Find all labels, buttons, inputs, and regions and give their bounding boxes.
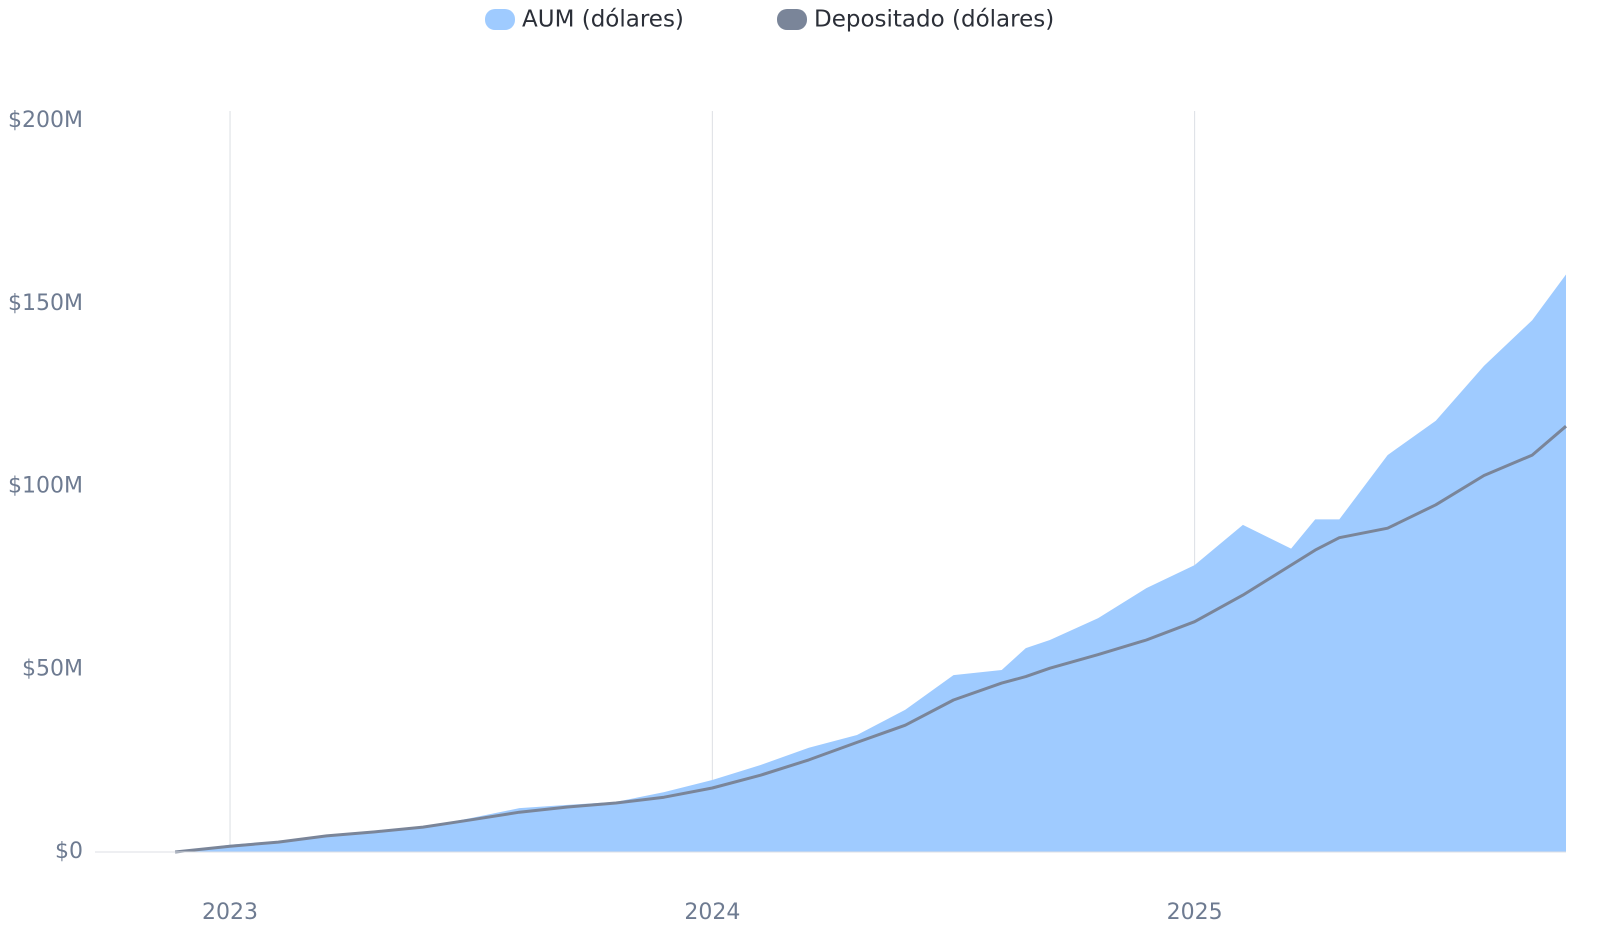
x-tick-label: 2025 [1167,900,1223,925]
legend-label: Depositado (dólares) [814,7,1054,33]
y-tick-label: $200M [8,108,83,133]
y-tick-label: $50M [22,656,83,681]
legend-label: AUM (dólares) [522,7,684,33]
line [174,425,1567,854]
y-tick-label: $0 [55,839,83,864]
area [175,274,1567,852]
y-tick-label: $100M [8,474,83,499]
x-tick-label: 2023 [202,900,258,925]
legend-swatch [485,9,515,30]
x-tick-label: 2024 [684,900,740,925]
y-tick-label: $150M [8,291,83,316]
legend-swatch [777,9,807,30]
